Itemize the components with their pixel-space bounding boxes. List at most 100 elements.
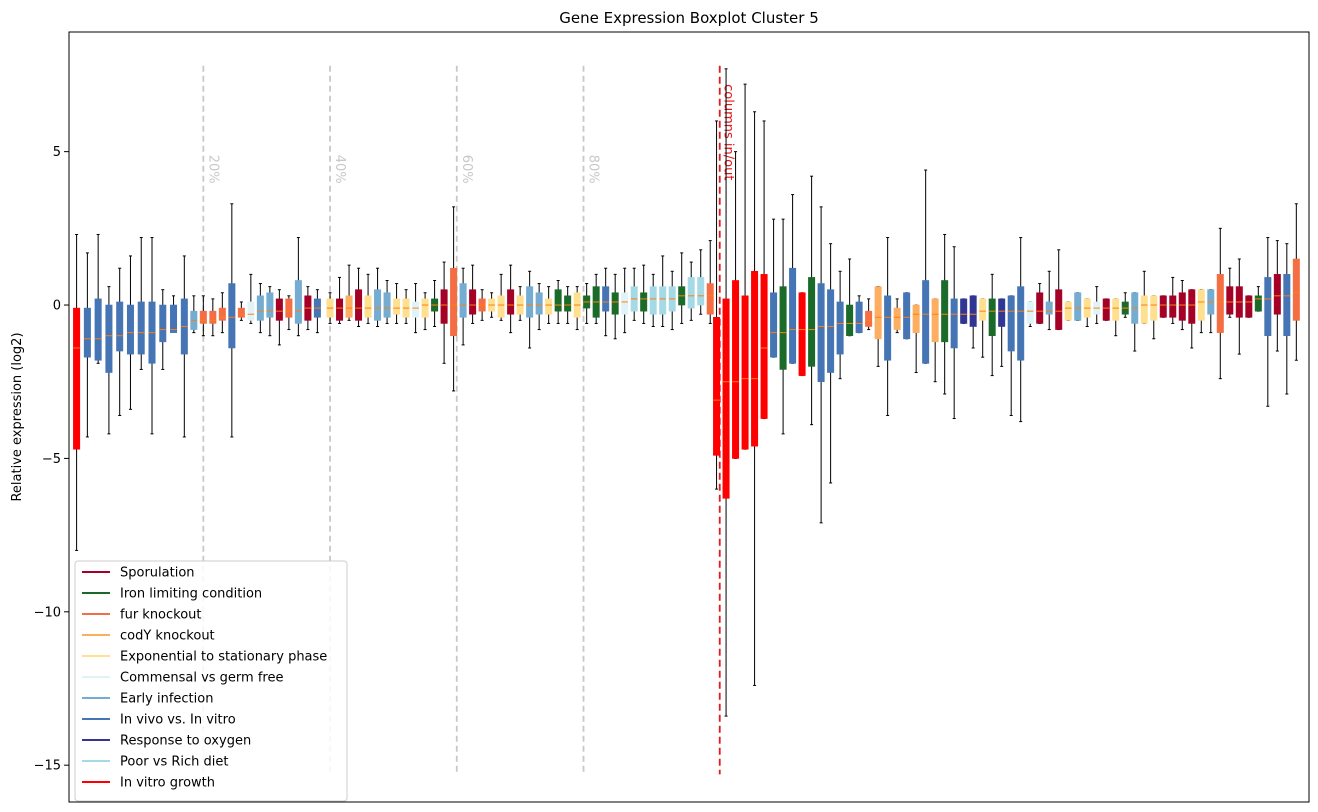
box (789, 267, 797, 364)
box-item (1254, 286, 1262, 312)
box (73, 307, 81, 450)
y-axis-label: Relative expression (log2) (10, 332, 25, 501)
y-axis: 5 0 −5 −10 −15 (34, 145, 69, 774)
box-item (573, 286, 581, 331)
legend-label: Commensal vs germ free (120, 671, 283, 686)
box-item (903, 292, 911, 340)
box-item (285, 295, 293, 331)
box (912, 304, 920, 333)
box (450, 267, 458, 337)
box-item (1235, 258, 1243, 355)
legend-label: Iron limiting condition (120, 587, 262, 602)
box-item (846, 258, 854, 337)
box-item (592, 273, 600, 324)
box-item (507, 264, 515, 334)
legend-item: Exponential to stationary phase (82, 650, 327, 665)
box-item (412, 283, 420, 334)
box-item (304, 286, 312, 331)
box-item (1045, 270, 1053, 331)
box (440, 289, 448, 324)
chart-title: Gene Expression Boxplot Cluster 5 (559, 9, 819, 27)
box (1159, 295, 1167, 318)
box-item (209, 298, 217, 337)
box (1169, 295, 1177, 318)
box-item (1007, 295, 1015, 416)
box-item (621, 267, 629, 334)
legend-label: In vitro growth (120, 776, 215, 791)
box (237, 307, 245, 318)
box-item (170, 295, 178, 333)
box (266, 292, 274, 318)
box-item (94, 233, 102, 364)
box-item (535, 283, 543, 331)
box (941, 280, 949, 343)
box (275, 298, 283, 321)
box (1045, 301, 1053, 315)
box-item (421, 292, 429, 331)
box-item (83, 252, 91, 438)
box-item (779, 218, 787, 435)
box (159, 304, 167, 343)
box (247, 301, 255, 321)
box-item (697, 249, 705, 315)
box (199, 310, 207, 324)
box-item (431, 279, 439, 328)
box (383, 292, 391, 318)
box-item (497, 273, 505, 321)
box-item (770, 218, 778, 358)
box-item (1245, 295, 1253, 318)
box (741, 295, 749, 450)
box (659, 286, 667, 315)
legend-item: Early infection (82, 692, 213, 707)
legend-label: Early infection (120, 692, 213, 707)
percentile-label: 20% (205, 155, 220, 184)
box-series (73, 68, 1300, 717)
box-item (722, 68, 730, 717)
box-item (817, 206, 825, 524)
box (1292, 258, 1300, 321)
box (1074, 292, 1082, 321)
y-tick-label: −15 (34, 759, 61, 774)
box-item (1273, 240, 1281, 352)
box-item (247, 273, 255, 324)
box (697, 277, 705, 306)
box (170, 304, 178, 333)
box-item (865, 298, 873, 331)
y-tick-label: 5 (53, 145, 61, 160)
legend-label: Exponential to stationary phase (120, 650, 327, 665)
box-item (190, 295, 198, 334)
legend-label: fur knockout (120, 608, 202, 623)
box (1264, 277, 1272, 337)
box (722, 298, 730, 499)
box-item (526, 270, 534, 349)
box-item (1188, 289, 1196, 349)
box (393, 298, 401, 315)
box (459, 283, 467, 318)
box-item (180, 255, 188, 438)
box-item (383, 279, 391, 324)
box (998, 298, 1006, 327)
percentile-label: 40% (332, 155, 347, 184)
legend-item: fur knockout (82, 608, 202, 623)
box-item (336, 276, 344, 324)
box-item (1283, 243, 1291, 395)
box-item (516, 286, 524, 321)
legend-item: Commensal vs germ free (82, 671, 283, 686)
box-item (355, 267, 363, 328)
box-item (564, 286, 572, 324)
box (865, 310, 873, 327)
box-item (649, 273, 657, 328)
box (611, 292, 619, 315)
box (554, 289, 562, 312)
box-item (789, 194, 797, 364)
box-item (1292, 203, 1300, 361)
box (126, 304, 134, 355)
box-item (1064, 301, 1072, 321)
box (732, 280, 740, 459)
box (218, 307, 226, 321)
box-item (640, 264, 648, 324)
box-item (1074, 292, 1082, 321)
box (931, 298, 939, 343)
box (1254, 295, 1262, 312)
